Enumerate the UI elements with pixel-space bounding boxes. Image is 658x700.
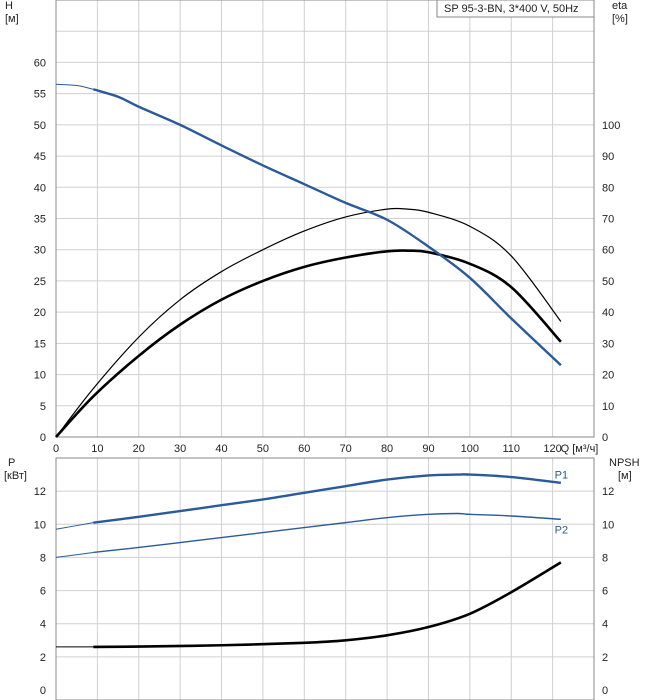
x-tick-label: 50 <box>257 443 269 455</box>
y-tick-label-left: 35 <box>34 214 46 226</box>
y-tick-label-right: 50 <box>602 276 614 288</box>
y-tick-label-right-bottom: 8 <box>602 552 608 564</box>
x-tick-label: 20 <box>133 443 145 455</box>
bottom-left-axis-label-line1: P <box>8 457 15 469</box>
y-tick-label-left-bottom: 10 <box>34 519 46 531</box>
y-tick-label-left: 25 <box>34 276 46 288</box>
y-tick-label-left-bottom: 6 <box>40 586 46 598</box>
p1-curve-extension <box>55 522 94 530</box>
y-tick-label-left-bottom: 12 <box>34 486 46 498</box>
x-tick-label: 10 <box>91 443 103 455</box>
y-tick-label-right-bottom: 2 <box>602 652 608 664</box>
series-label-p2: P2 <box>555 524 568 536</box>
x-axis-label: Q [м³/ч] <box>561 443 599 455</box>
y-tick-label-right-bottom: 4 <box>602 619 608 631</box>
y-tick-label-right: 40 <box>602 307 614 319</box>
top-left-axis-label-line1: H <box>5 0 13 12</box>
bottom-left-axis-label-line2: [кВт] <box>4 470 27 482</box>
y-tick-label-right: 80 <box>602 182 614 194</box>
x-tick-label: 120 <box>543 443 561 455</box>
y-tick-label-left: 50 <box>34 120 46 132</box>
chart-title: SP 95-3-BN, 3*400 V, 50Hz <box>444 3 579 15</box>
x-tick-label: 110 <box>502 443 520 455</box>
npsh-curve <box>93 561 562 649</box>
y-tick-label-left: 40 <box>34 182 46 194</box>
top-left-axis-label-line2: [м] <box>5 13 19 25</box>
top-panel-frame <box>55 0 595 438</box>
curves: P1 P2 <box>55 83 568 649</box>
y-tick-label-left: 5 <box>40 401 46 413</box>
y-tick-label-left: 20 <box>34 307 46 319</box>
y-tick-label-right: 90 <box>602 151 614 163</box>
y-tick-label-right: 30 <box>602 338 614 350</box>
bottom-right-axis-label-line1: NPSH <box>609 457 640 469</box>
y-tick-label-right-bottom: 10 <box>602 519 614 531</box>
y-tick-label-left: 10 <box>34 370 46 382</box>
x-tick-label: 40 <box>215 443 227 455</box>
title-box <box>436 0 595 18</box>
x-tick-label: 70 <box>340 443 352 455</box>
x-tick-label: 80 <box>381 443 393 455</box>
p2-curve <box>93 512 561 554</box>
y-tick-label-left-bottom: 2 <box>40 652 46 664</box>
y-tick-label-left-bottom: 4 <box>40 619 46 631</box>
top-right-axis-label-line2: [%] <box>612 13 628 25</box>
eta-curve <box>55 207 562 438</box>
y-tick-label-right: 70 <box>602 214 614 226</box>
y-tick-label-right-bottom: 12 <box>602 486 614 498</box>
y-tick-label-right: 60 <box>602 245 614 257</box>
y-tick-label-right: 0 <box>602 432 608 444</box>
y-tick-label-left: 30 <box>34 245 46 257</box>
y-tick-label-left: 55 <box>34 89 46 101</box>
x-tick-label: 100 <box>461 443 479 455</box>
bottom-panel-frame <box>55 457 595 700</box>
x-tick-label: 30 <box>174 443 186 455</box>
y-tick-label-left: 45 <box>34 151 46 163</box>
y-tick-label-right-bottom: 6 <box>602 586 608 598</box>
y-tick-label-left: 0 <box>40 432 46 444</box>
p2-curve-extension <box>55 551 94 558</box>
bottom-right-axis-label-line2: [м] <box>618 470 632 482</box>
y-tick-label-right: 20 <box>602 370 614 382</box>
y-tick-label-left-bottom: 0 <box>40 685 46 697</box>
y-tick-label-left: 15 <box>34 338 46 350</box>
bottom-panel-grid <box>56 457 594 700</box>
top-panel-grid <box>56 0 594 437</box>
x-tick-label: 60 <box>298 443 310 455</box>
x-tick-label: 90 <box>422 443 434 455</box>
x-tick-label: 0 <box>53 443 59 455</box>
series-label-p1: P1 <box>555 470 568 482</box>
y-tick-label-right: 100 <box>602 120 620 132</box>
y-tick-label-right: 10 <box>602 401 614 413</box>
eta-total-curve <box>55 249 562 438</box>
y-tick-label-right-bottom: 0 <box>602 685 608 697</box>
head-h-curve-extension <box>55 83 94 90</box>
top-right-axis-label-line1: eta <box>612 0 628 12</box>
p1-curve <box>93 473 562 524</box>
y-tick-label-left: 60 <box>34 57 46 69</box>
y-tick-label-left-bottom: 8 <box>40 552 46 564</box>
head-h-curve <box>92 88 562 367</box>
